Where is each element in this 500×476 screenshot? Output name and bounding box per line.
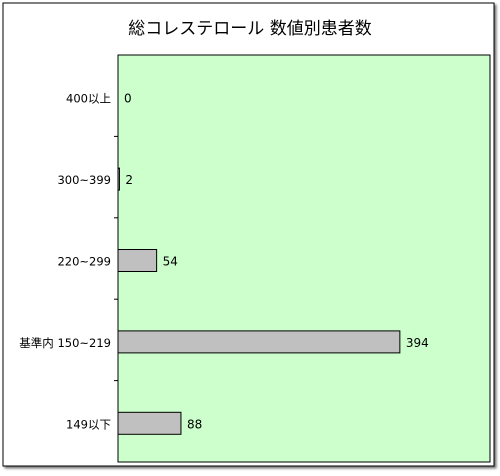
category-label: 220~299 xyxy=(57,255,111,269)
data-label: 0 xyxy=(124,92,132,106)
plot-area xyxy=(117,54,491,463)
data-label: 88 xyxy=(187,417,202,431)
category-label: 149以下 xyxy=(66,417,111,431)
bar xyxy=(117,330,401,354)
category-label: 300~399 xyxy=(57,173,111,187)
bar xyxy=(117,249,158,272)
chart-marks: 400以上 0 300~399 2 220~299 54 基準内 150~219 394 149… xyxy=(19,92,429,435)
category-label: 400以上 xyxy=(66,92,111,106)
category-label: 基準内 150~219 xyxy=(19,336,111,350)
chart-title: 総コレステロール 数値別患者数 xyxy=(128,19,371,39)
data-label: 54 xyxy=(163,255,178,269)
bar xyxy=(117,411,182,435)
bar xyxy=(117,167,120,191)
data-label: 394 xyxy=(406,336,429,350)
data-label: 2 xyxy=(125,173,133,187)
